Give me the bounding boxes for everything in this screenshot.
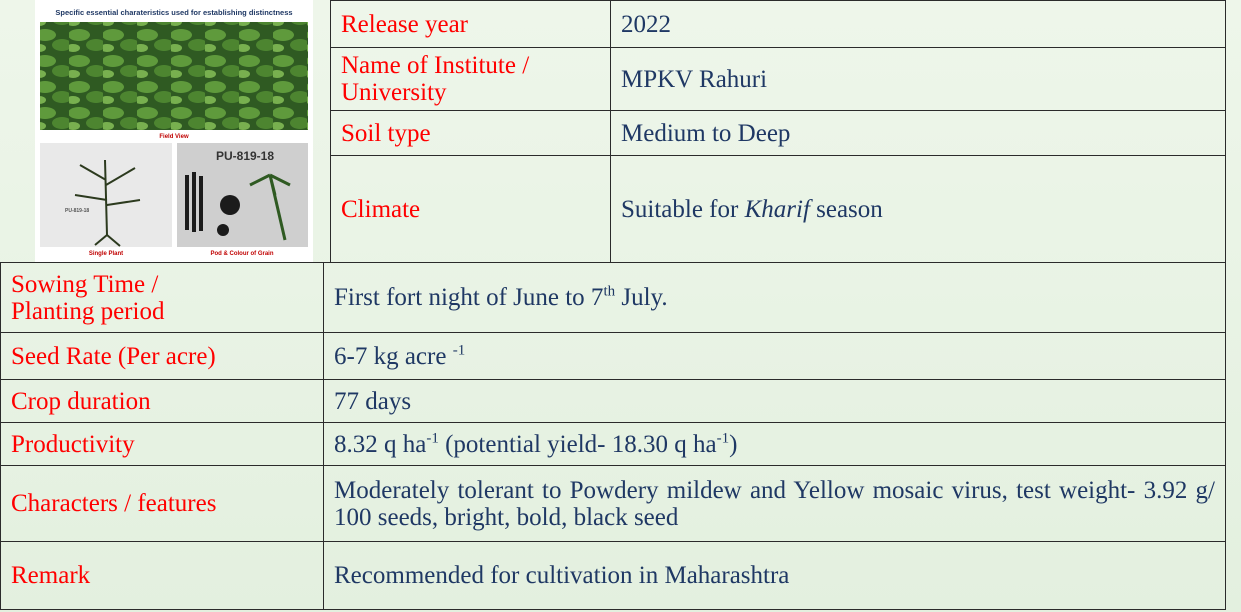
field-value: Recommended for cultivation in Maharasht… [323,541,1226,610]
value-text: MPKV Rahuri [621,66,1215,93]
label-line: Remark [11,562,91,589]
field-value: Suitable for Kharif season [610,155,1226,263]
plant-tag: PU-819-18 [65,208,89,214]
label-line: Sowing Time / [11,270,159,298]
value-text: 77 days [334,388,1215,415]
field-photo [40,22,308,130]
field-label: Sowing Time / Planting period [0,262,324,333]
value-text: Moderately tolerant to Powdery mildew an… [334,477,1215,531]
value-run: -1 [716,430,730,447]
value-run: First fort night of June to 7 [334,284,604,311]
field-value: Moderately tolerant to Powdery mildew an… [323,465,1226,542]
value-text: First fort night of June to 7th July. [334,284,1215,311]
field-value: 6-7 kg acre -1 [323,332,1226,380]
field-label: Characters / features [0,465,324,542]
field-label: Release year [330,0,611,48]
field-value: First fort night of June to 7th July. [323,262,1226,333]
label-line: Planting period [11,297,165,325]
photo-collage: Specific essential charateristics used f… [40,8,308,257]
label-line: Name of Institute / [341,52,530,79]
value-run: (potential yield- 18.30 q ha [438,430,717,458]
value-text: 8.32 q ha-1 (potential yield- 18.30 q ha… [334,431,1215,458]
pod-caption: Pod & Colour of Grain [211,251,274,257]
label-line: Productivity [11,430,135,458]
field-label: Name of Institute / University [330,47,611,111]
value-run: Moderately tolerant to Powdery mildew an… [334,476,1215,531]
photo-heading: Specific essential charateristics used f… [55,8,292,17]
value-run: -1 [426,430,439,447]
field-label: Seed Rate (Per acre) [0,332,324,380]
value-run: -1 [452,342,466,359]
value-run: Suitable for [621,195,745,223]
value-run: 2022 [621,10,671,38]
label-line: Climate [341,195,421,223]
field-label: Soil type [330,110,611,156]
value-run: 6-7 kg acre [334,342,453,370]
value-run: Recommended for cultivation in Maharasht… [334,562,790,589]
field-label: Remark [0,541,324,610]
value-run: July. [615,284,668,311]
plant-drawing [74,159,141,247]
value-run: Kharif [744,195,810,223]
value-text: 6-7 kg acre -1 [334,343,1215,370]
field-value: MPKV Rahuri [610,47,1226,111]
field-value: 8.32 q ha-1 (potential yield- 18.30 q ha… [323,422,1226,466]
value-run: ) [729,430,738,458]
value-text: Suitable for Kharif season [621,196,1215,223]
pod-photo [177,143,308,247]
label-line: Release year [341,10,469,38]
field-caption: Field View [159,134,189,140]
pod-tag: PU-819-18 [216,149,274,163]
label-line: Crop duration [11,387,151,415]
value-run: th [603,283,616,300]
value-run: Medium to Deep [621,119,791,147]
pods-drawing [185,172,240,236]
value-run: 77 days [334,387,412,415]
field-label: Crop duration [0,379,324,423]
label-line: Characters / features [11,490,217,517]
label-line: University [341,79,447,106]
value-run: 8.32 q ha [334,430,427,458]
leaves-drawing [249,173,291,241]
value-run: season [809,195,883,223]
field-value: Medium to Deep [610,110,1226,156]
value-text: Recommended for cultivation in Maharasht… [334,562,1215,589]
variety-photo: Specific essential charateristics used f… [35,0,313,262]
value-text: Medium to Deep [621,120,1215,147]
plant-caption: Single Plant [89,251,123,257]
field-label: Productivity [0,422,324,466]
value-text: 2022 [621,11,1215,38]
label-line: Seed Rate (Per acre) [11,342,216,370]
value-run: MPKV Rahuri [621,65,768,93]
label-line: Soil type [341,119,431,147]
field-label: Climate [330,155,611,263]
field-value: 77 days [323,379,1226,423]
field-value: 2022 [610,0,1226,48]
